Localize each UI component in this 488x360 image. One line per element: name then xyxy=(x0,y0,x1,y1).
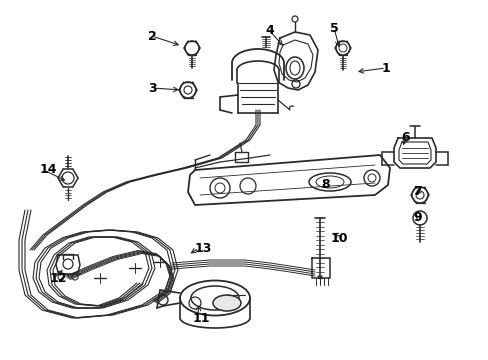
Text: 7: 7 xyxy=(412,185,421,198)
Ellipse shape xyxy=(213,295,241,311)
Text: 1: 1 xyxy=(381,62,389,75)
Text: 6: 6 xyxy=(401,131,409,144)
Text: 14: 14 xyxy=(40,163,58,176)
Text: 12: 12 xyxy=(50,271,67,284)
Text: 11: 11 xyxy=(193,311,210,324)
Text: 3: 3 xyxy=(148,81,156,94)
Text: 9: 9 xyxy=(412,211,421,225)
Text: 5: 5 xyxy=(329,22,338,35)
Text: 4: 4 xyxy=(264,23,273,36)
Text: 8: 8 xyxy=(321,179,329,192)
Text: 13: 13 xyxy=(195,242,212,255)
Text: 2: 2 xyxy=(148,30,157,42)
Text: 10: 10 xyxy=(330,231,347,244)
